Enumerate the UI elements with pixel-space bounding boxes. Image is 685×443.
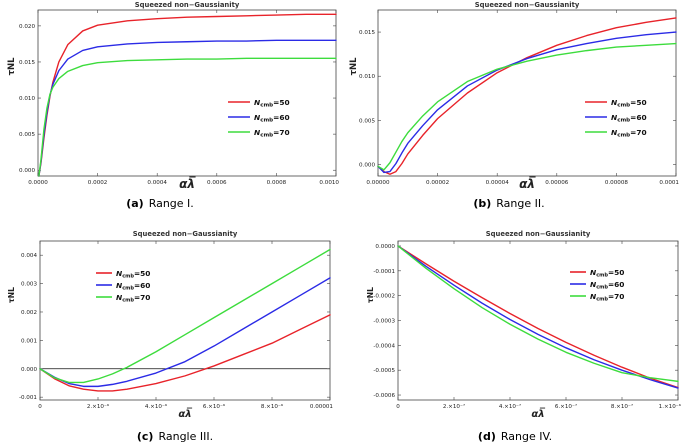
x-tick-label: 0 <box>38 404 42 410</box>
x-tick-label: 4.×10⁻⁶ <box>145 403 168 410</box>
x-tick-label: 2.×10⁻⁶ <box>87 403 110 410</box>
plot-frame-a <box>37 9 337 177</box>
legend-label-red: Ncmb=50 <box>254 98 290 109</box>
x-tick-label: 4.×10⁻⁷ <box>499 403 521 410</box>
x-tick-label: 2.×10⁻⁷ <box>443 403 465 410</box>
panel-a: Squeezed non−Gaussianity 0.0000 0.0002 0.00… <box>7 1 339 210</box>
y-tick-label: 0.015 <box>19 60 35 66</box>
y-tick-label: 0.020 <box>19 24 35 30</box>
plot-frame-b <box>377 9 677 177</box>
legend-label-red: Ncmb=50 <box>590 268 624 279</box>
y-tick-label: 0.010 <box>359 74 375 80</box>
legend-label-green: Ncmb=70 <box>116 293 150 304</box>
legend-label-blue: Ncmb=60 <box>116 281 150 292</box>
series-line-blue <box>39 277 331 388</box>
y-tick-label: 0.005 <box>359 118 375 124</box>
x-axis-label-a: αλ̅ <box>179 177 196 191</box>
x-tick-label: 0.00008 <box>605 180 629 186</box>
series-line-blue <box>377 31 677 174</box>
series-line-red <box>377 17 677 175</box>
legend-label-green: Ncmb=70 <box>254 128 290 139</box>
x-tick-label: 0.00004 <box>486 180 510 186</box>
y-tick-label: 0.015 <box>359 30 375 36</box>
y-tick-label: 0.003 <box>21 282 37 288</box>
plot-frame-c <box>39 240 331 401</box>
x-tick-label: 0.00006 <box>545 180 569 186</box>
x-tick-label: 0.00000 <box>366 180 390 186</box>
y-tick-label: 0.0000 <box>375 244 395 250</box>
panel-title-d: Squeezed non−Gaussianity <box>486 230 591 238</box>
x-tick-label: 0.0004 <box>147 180 167 186</box>
x-axis-label-d: αλ̅ <box>531 407 545 420</box>
x-axis-label-b: αλ̅ <box>519 177 536 191</box>
x-tick-label: 6.×10⁻⁷ <box>555 403 577 410</box>
legend-label-green: Ncmb=70 <box>590 292 624 303</box>
y-axis-label-d: τNL <box>366 287 375 303</box>
y-tick-label: 0.000 <box>21 367 37 373</box>
y-tick-label: 0.000 <box>19 168 35 174</box>
caption-d: (d) Range IV. <box>478 430 552 443</box>
series-line-green <box>377 42 677 171</box>
y-tick-label: 0.000 <box>359 163 375 169</box>
panel-d: Squeezed non−Gaussianity 0 2.×10⁻⁷ 4.×10⁻⁷ 6… <box>366 230 682 443</box>
legend-label-green: Ncmb=70 <box>611 128 647 139</box>
series-line-red <box>38 13 337 177</box>
y-tick-label: 0.001 <box>21 338 37 344</box>
x-tick-label: 0.00001 <box>310 404 334 410</box>
y-axis-label-b: τNL <box>349 57 359 76</box>
legend-label-red: Ncmb=50 <box>611 98 647 109</box>
y-tick-label: -0.0004 <box>373 343 395 349</box>
panel-title-c: Squeezed non−Gaussianity <box>133 230 238 238</box>
x-tick-label: 0.00002 <box>426 180 449 186</box>
y-tick-label: 0.004 <box>21 253 37 259</box>
y-axis-label-c: τNL <box>7 287 16 303</box>
series-line-blue <box>397 245 679 389</box>
x-tick-label: 6.×10⁻⁶ <box>203 403 226 410</box>
panel-c: Squeezed non−Gaussianity 0 2.×10⁻⁶ 4.×10⁻⁶ 6… <box>7 230 333 443</box>
y-tick-label: -0.0003 <box>373 319 395 325</box>
panel-b: Squeezed non−Gaussianity 0.00000 0.00002 0.… <box>349 1 679 210</box>
legend-label-blue: Ncmb=60 <box>254 113 290 124</box>
x-tick-label: 0.0006 <box>207 180 227 186</box>
caption-b: (b) Range II. <box>473 197 544 210</box>
x-tick-label: 0.0008 <box>267 180 287 186</box>
y-tick-label: -0.0001 <box>373 269 395 275</box>
x-tick-label: 0.0001 <box>659 180 679 186</box>
y-tick-label: 0.002 <box>21 310 37 316</box>
x-tick-label: 0.0010 <box>319 180 339 186</box>
x-tick-label: 8.×10⁻⁶ <box>261 403 284 410</box>
series-line-red <box>397 245 679 389</box>
x-tick-label: 1.×10⁻⁶ <box>659 403 682 410</box>
legend-label-blue: Ncmb=60 <box>590 280 624 291</box>
x-axis-label-c: αλ̅ <box>178 407 192 420</box>
x-tick-label: 0.0002 <box>88 180 108 186</box>
series-line-green <box>38 57 337 177</box>
y-tick-label: -0.0006 <box>373 393 395 399</box>
series-line-blue <box>38 39 337 177</box>
x-tick-label: 8.×10⁻⁷ <box>611 403 633 410</box>
series-line-red <box>39 314 331 392</box>
x-tick-label: 0 <box>396 404 400 410</box>
caption-c: (c) Rangle III. <box>137 430 213 443</box>
panel-title-b: Squeezed non−Gaussianity <box>475 1 580 9</box>
y-tick-label: -0.0005 <box>373 368 395 374</box>
x-tick-label: 0.0000 <box>28 180 48 186</box>
y-tick-label: 0.005 <box>19 132 35 138</box>
legend-label-red: Ncmb=50 <box>116 269 150 280</box>
caption-a: (a) Range I. <box>126 197 194 210</box>
y-tick-label: 0.010 <box>19 96 35 102</box>
series-line-green <box>397 245 679 383</box>
y-tick-label: -0.0002 <box>373 294 395 300</box>
panel-title-a: Squeezed non−Gaussianity <box>135 1 240 9</box>
plot-frame-d <box>397 240 679 401</box>
y-tick-label: -0.001 <box>19 395 37 401</box>
legend-label-blue: Ncmb=60 <box>611 113 647 124</box>
y-axis-label-a: τNL <box>7 57 17 76</box>
series-line-green <box>39 248 331 384</box>
